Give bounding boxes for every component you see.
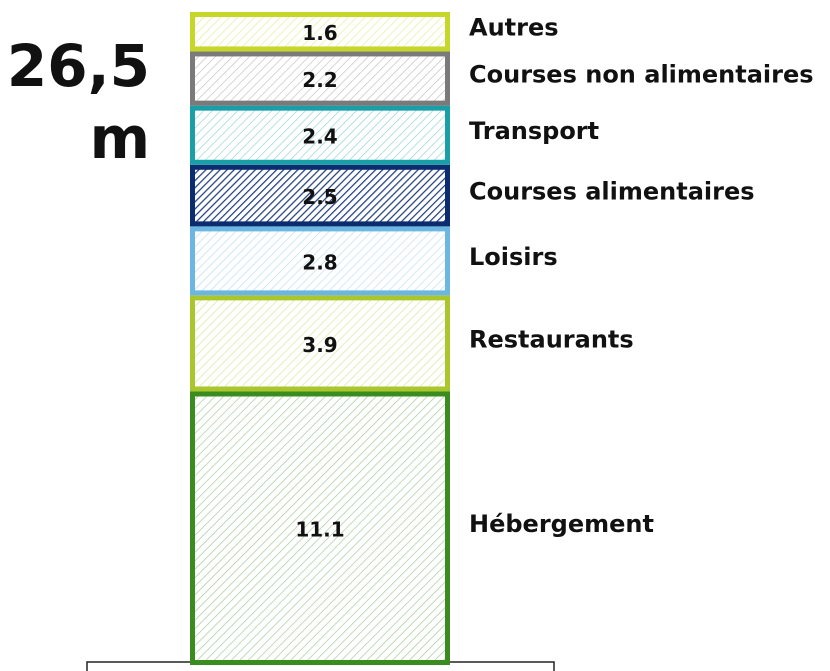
value-label: 2.5	[302, 185, 337, 209]
series-label: Restaurants	[469, 325, 634, 353]
bar-segment	[190, 164, 450, 227]
series-label: Courses non alimentaires	[469, 61, 814, 89]
series-label: Loisirs	[469, 243, 558, 271]
bar-segment	[190, 105, 450, 165]
series-label: Hébergement	[469, 510, 654, 538]
bar-segment	[190, 51, 450, 106]
value-label: 3.9	[302, 333, 337, 357]
series-label: Autres	[469, 14, 559, 42]
bar-segment	[190, 391, 450, 665]
value-label: 2.8	[302, 250, 337, 274]
bar-segment	[190, 12, 450, 52]
value-label: 2.4	[302, 125, 337, 149]
bar-segment	[190, 295, 450, 392]
value-label: 1.6	[302, 21, 337, 45]
bar-segment	[190, 226, 450, 296]
total-title: 26,5 m	[6, 32, 150, 172]
series-label: Courses alimentaires	[469, 178, 755, 206]
series-label: Transport	[469, 117, 599, 145]
value-label: 11.1	[295, 518, 344, 542]
value-label: 2.2	[302, 68, 337, 92]
